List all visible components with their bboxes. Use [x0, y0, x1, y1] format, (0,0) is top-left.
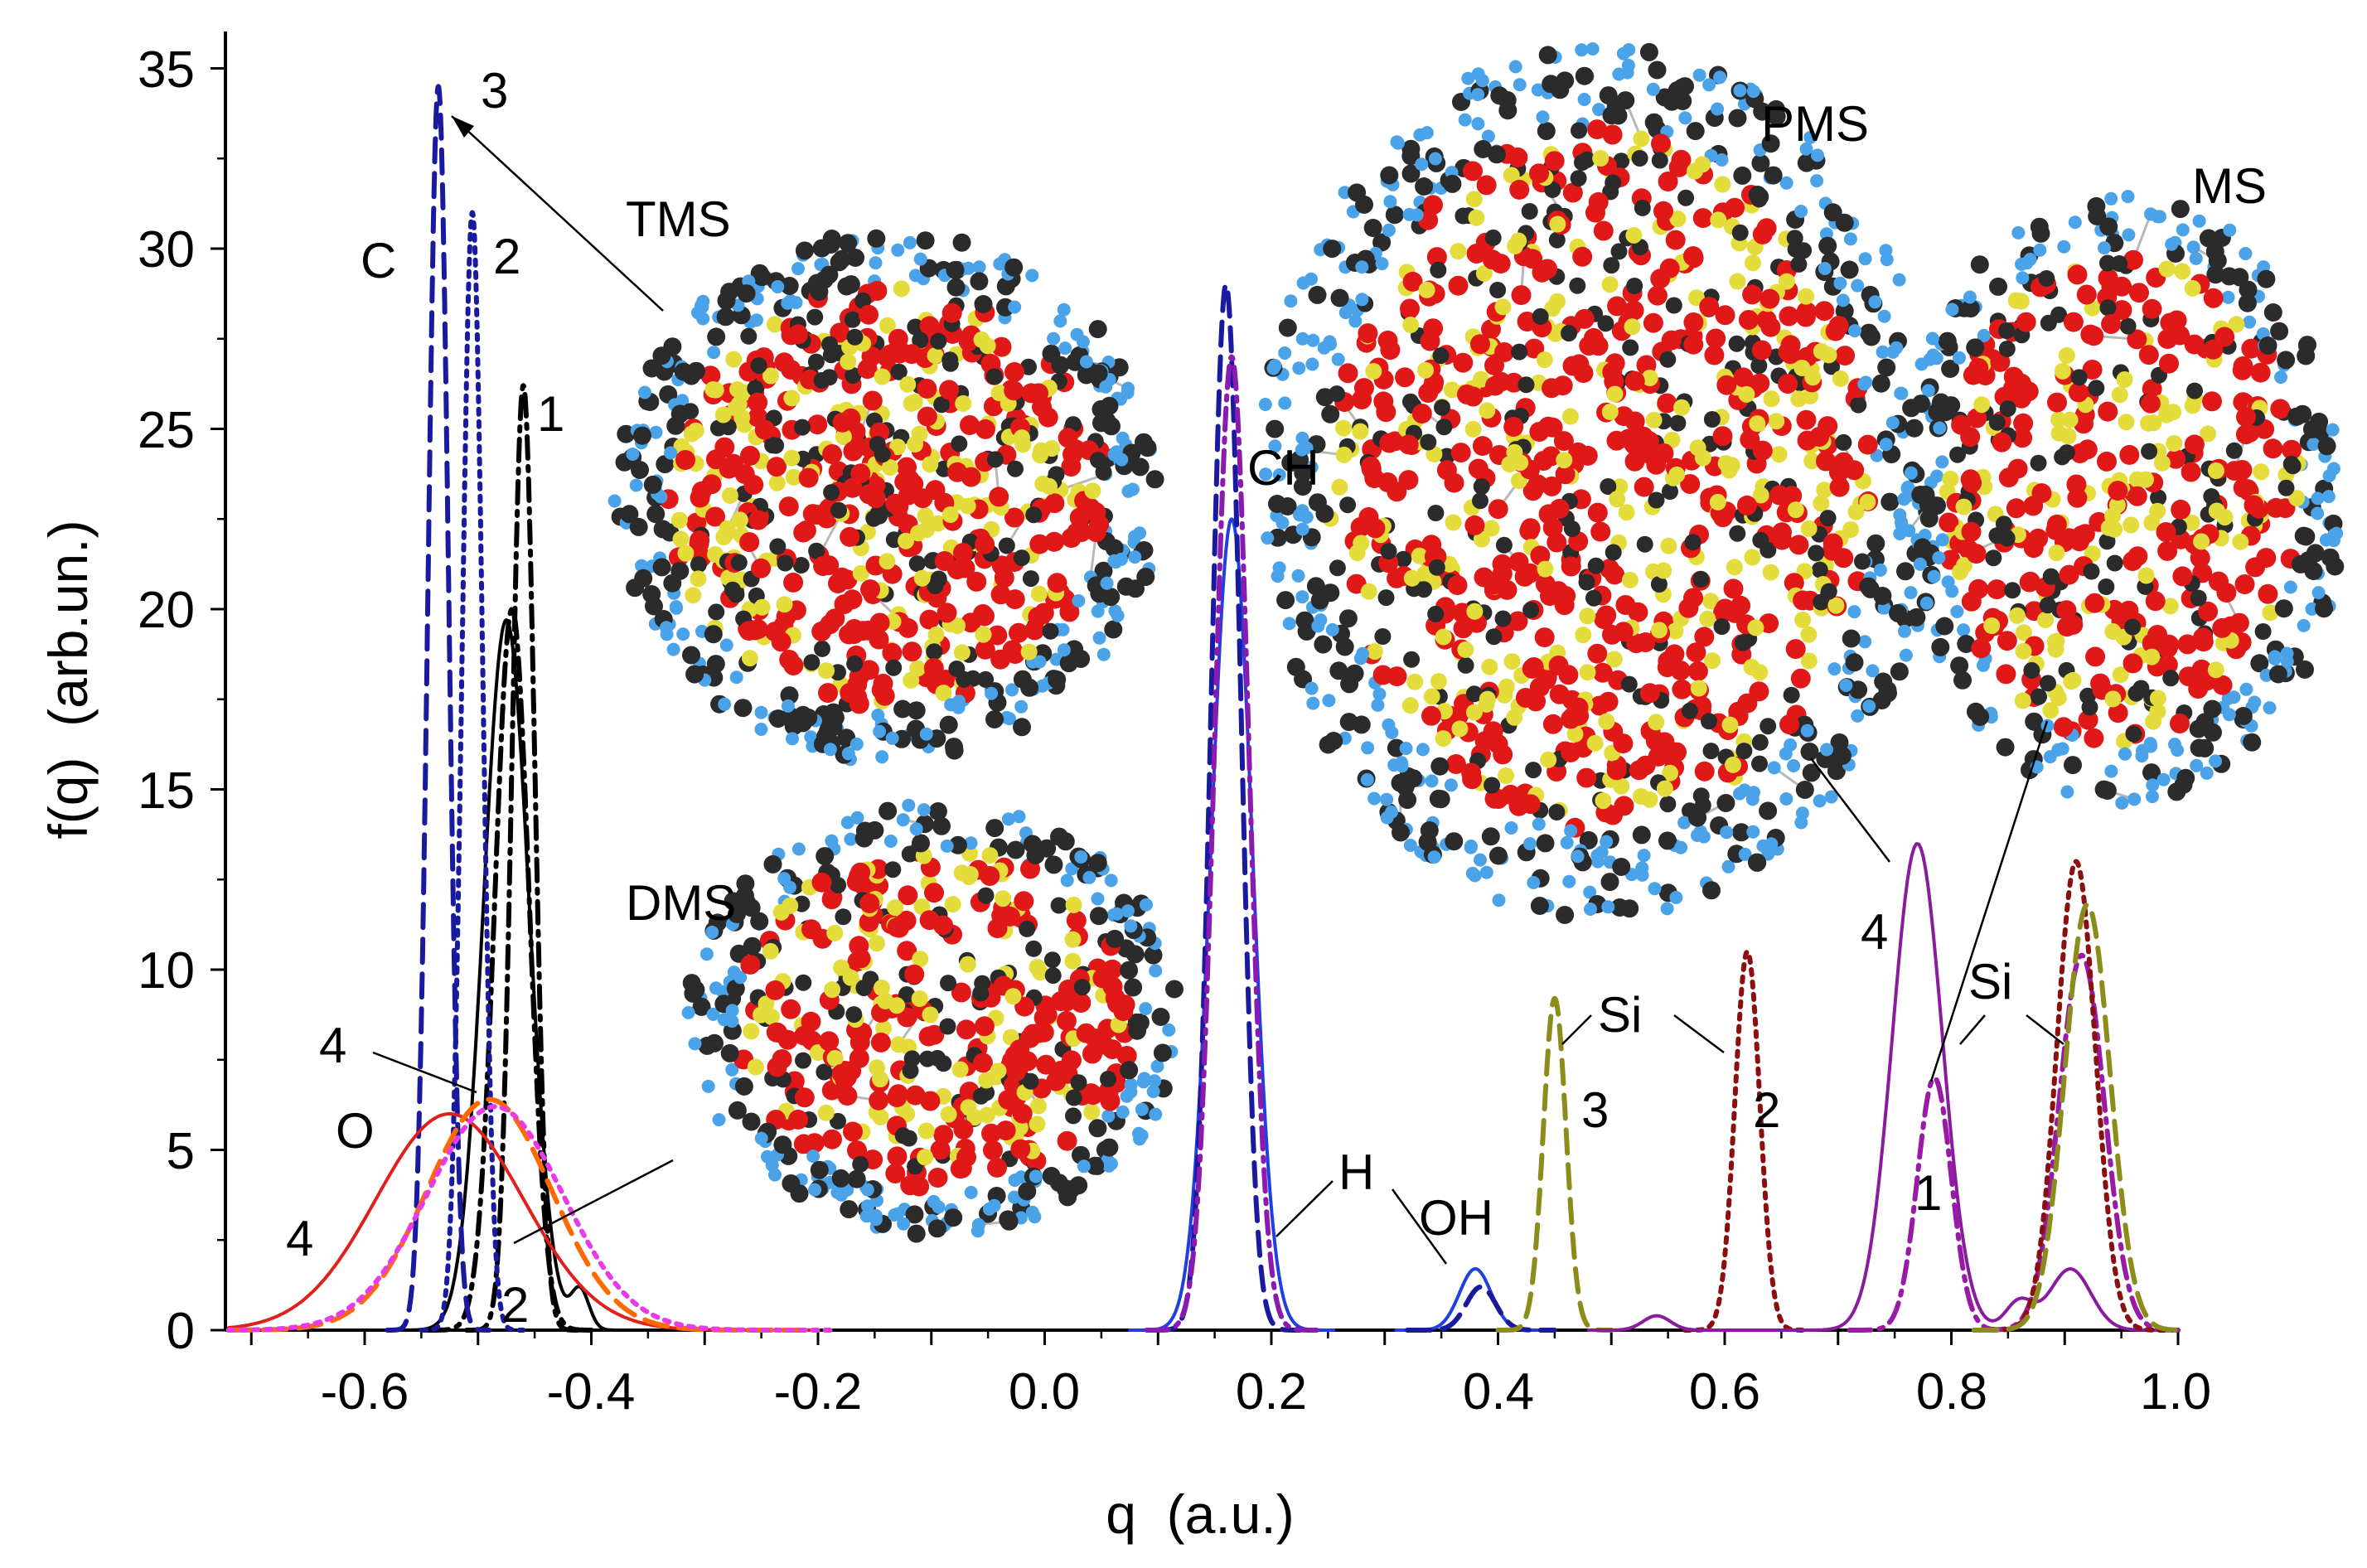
series-curve-c-1 — [464, 383, 583, 1333]
y-tick-label: 10 — [138, 942, 195, 999]
x-tick-label: 0.2 — [1236, 1363, 1307, 1420]
label-3-si: 3 — [1581, 1082, 1609, 1138]
y-tick-label: 35 — [138, 41, 195, 99]
label-1-si: 1 — [1914, 1165, 1942, 1221]
arrow-h-line-1 — [1275, 1180, 1334, 1237]
arrow-pms-line — [1810, 757, 1890, 863]
series-curve-ch-solid — [1128, 517, 1336, 1332]
x-tick-label: 0.6 — [1689, 1363, 1760, 1420]
series-curve-si-2b — [1977, 859, 2176, 1333]
arrow-si3-line — [1561, 1014, 1592, 1045]
label-2-si: 2 — [1753, 1082, 1780, 1138]
label-si-2: Si — [1968, 954, 2012, 1009]
x-tick-labels: -0.6 -0.4 -0.2 0.0 0.2 0.4 0.6 0.8 1.0 — [321, 1363, 2212, 1420]
series-curve-si-3 — [1495, 995, 1614, 1333]
inset-label-ms: MS — [2192, 158, 2267, 214]
x-tick-label: 0.8 — [1916, 1363, 1987, 1420]
arrow-dms-line — [513, 1159, 674, 1245]
series-curve-c-2 — [424, 607, 600, 1333]
y-tick-labels: 0 5 10 15 20 25 30 35 — [138, 41, 195, 1360]
molecule-pms-picture — [1258, 42, 1943, 924]
label-o: O — [336, 1103, 375, 1159]
arrow-si2-line — [1673, 1014, 1725, 1053]
label-2-bottom: 2 — [501, 1277, 529, 1333]
molecule-tms-picture — [607, 229, 1164, 767]
x-tick-label: -0.2 — [774, 1363, 863, 1420]
y-tick-label: 30 — [138, 221, 195, 278]
y-axis-title: f(q) (arb.un.) — [37, 520, 99, 839]
label-oh: OH — [1419, 1190, 1493, 1246]
series-curve-oh-dash — [1405, 1284, 1557, 1333]
series-curve-c-2b — [419, 210, 526, 1333]
label-si-1: Si — [1598, 987, 1642, 1043]
x-tick-label: 1.0 — [2140, 1363, 2211, 1420]
y-tick-label: 15 — [138, 762, 195, 820]
x-axis-title: q (a.u.) — [1106, 1483, 1294, 1545]
label-1-top: 1 — [537, 386, 564, 442]
molecule-insets — [607, 42, 2345, 1243]
x-tick-label: -0.6 — [321, 1363, 409, 1420]
x-tick-label: 0.4 — [1463, 1363, 1534, 1420]
label-h: H — [1338, 1145, 1374, 1200]
arrow-h-line-2 — [1391, 1188, 1448, 1265]
x-tick-label: -0.4 — [547, 1363, 636, 1420]
annotations: C 3 2 1 4 O 4 2 CH H OH Si 3 2 4 Si 1 TM… — [286, 63, 2267, 1333]
inset-label-pms: PMS — [1761, 96, 1869, 152]
series-curve-si-4 — [1586, 842, 2175, 1332]
series-curve-o-1 — [225, 1104, 838, 1333]
y-tick-label: 5 — [167, 1123, 195, 1180]
molecule-dms-picture — [681, 798, 1184, 1243]
label-ch: CH — [1247, 440, 1319, 496]
arrow-tms-head — [452, 116, 474, 138]
series-curve-c-1b — [391, 618, 627, 1332]
arrow-ms-line — [1929, 720, 2049, 1082]
ticks — [211, 67, 2180, 1345]
label-c: C — [361, 233, 396, 288]
arrow-o4-line — [372, 1051, 477, 1094]
x-tick-label: 0.0 — [1009, 1363, 1080, 1420]
label-4-si: 4 — [1861, 904, 1888, 960]
y-tick-label: 25 — [138, 402, 195, 459]
inset-label-dms: DMS — [626, 875, 736, 931]
inset-label-tms: TMS — [626, 191, 731, 247]
series-curve-si-1 — [1847, 952, 2181, 1333]
label-3-top: 3 — [481, 63, 508, 119]
series-curve-ch-dashdot — [1144, 354, 1319, 1333]
annotation-arrows — [372, 115, 2064, 1265]
y-tick-label: 0 — [167, 1303, 195, 1360]
arrow-si-right-2 — [2026, 1014, 2064, 1045]
arrow-si-right-1 — [1959, 1014, 1986, 1045]
series-curve-si-2 — [1682, 949, 1813, 1333]
label-4-o: 4 — [319, 1018, 346, 1073]
series-curve-c-3 — [385, 84, 492, 1333]
y-tick-label: 20 — [138, 582, 195, 639]
label-4-left: 4 — [286, 1211, 313, 1266]
arrow-tms-line — [451, 115, 664, 312]
label-2-top: 2 — [493, 229, 520, 284]
series-curve-si-3b — [1971, 902, 2181, 1333]
molecule-ms-picture — [1895, 190, 2345, 810]
data-curves — [225, 84, 2181, 1333]
